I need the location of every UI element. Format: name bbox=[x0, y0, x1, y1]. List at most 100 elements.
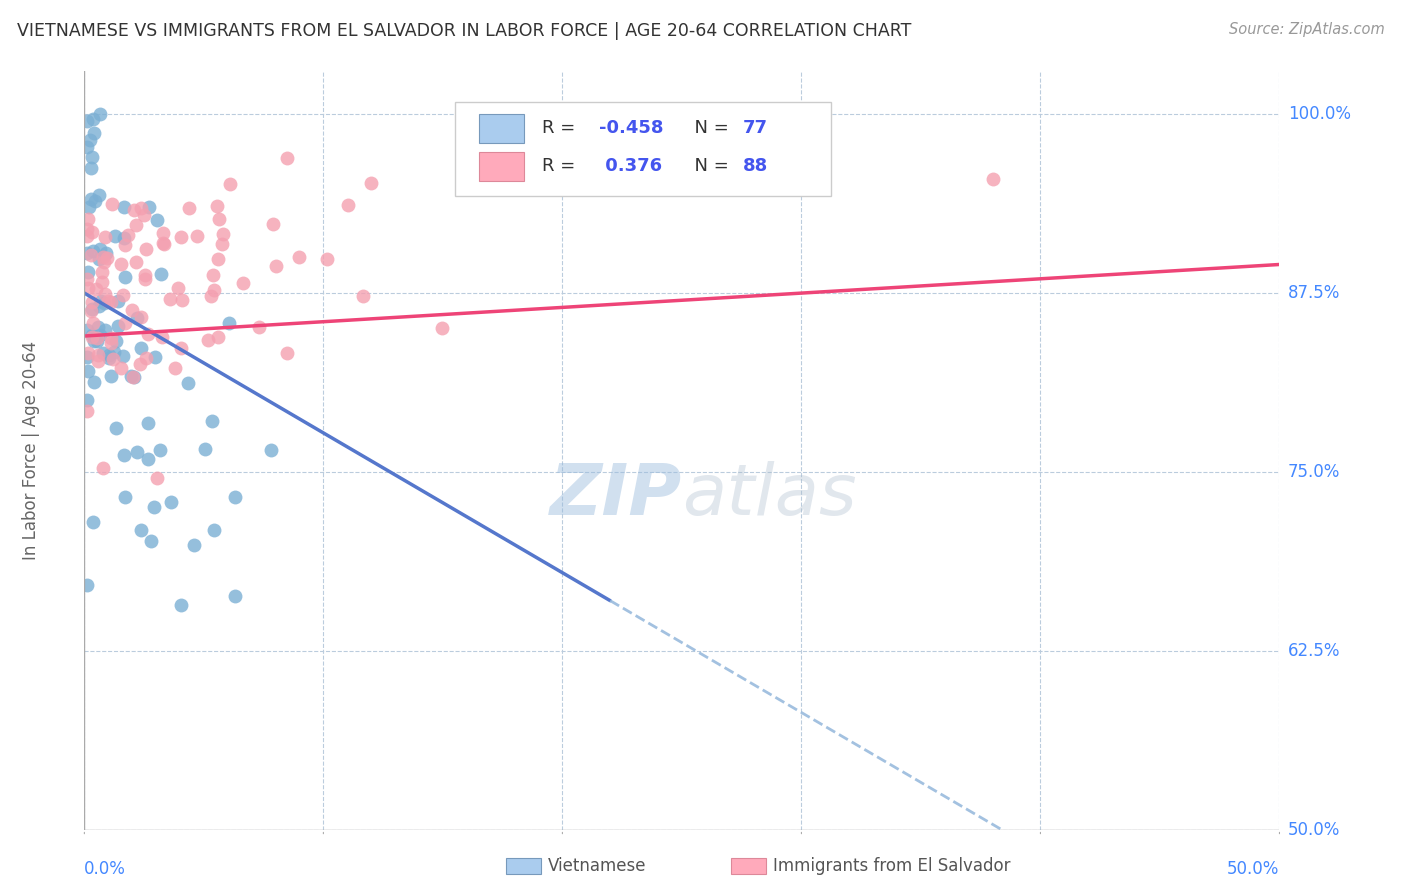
Point bbox=[76, 229, 98, 244]
Point bbox=[127, 445, 149, 459]
Point bbox=[179, 201, 201, 215]
Point bbox=[122, 369, 145, 384]
FancyBboxPatch shape bbox=[456, 102, 831, 196]
Point bbox=[93, 296, 115, 310]
Point bbox=[79, 133, 101, 147]
Point bbox=[152, 227, 174, 241]
Point bbox=[134, 272, 156, 286]
Point bbox=[114, 269, 136, 284]
Point bbox=[430, 321, 453, 335]
Point bbox=[170, 230, 193, 244]
Point bbox=[79, 303, 101, 318]
Point bbox=[91, 275, 114, 289]
Point bbox=[139, 534, 162, 549]
Point bbox=[337, 198, 360, 212]
Point bbox=[136, 327, 159, 342]
Point bbox=[112, 200, 135, 214]
Point bbox=[201, 413, 224, 427]
Point bbox=[112, 230, 135, 244]
Point bbox=[97, 294, 120, 309]
Point bbox=[287, 250, 309, 264]
Point bbox=[77, 281, 100, 295]
Point bbox=[224, 490, 246, 504]
Point bbox=[121, 302, 143, 317]
Point bbox=[122, 369, 145, 384]
Text: 100.0%: 100.0% bbox=[1288, 105, 1351, 123]
Point bbox=[149, 442, 172, 457]
Point bbox=[202, 283, 225, 297]
Text: 87.5%: 87.5% bbox=[1288, 284, 1340, 302]
Point bbox=[112, 449, 135, 463]
Point bbox=[86, 331, 108, 345]
Point bbox=[135, 243, 157, 257]
Point bbox=[200, 289, 222, 303]
Point bbox=[262, 218, 284, 232]
Point bbox=[170, 293, 193, 307]
Point bbox=[224, 589, 246, 603]
Text: -0.458: -0.458 bbox=[599, 120, 664, 137]
Point bbox=[129, 201, 152, 215]
Point bbox=[360, 177, 382, 191]
Point bbox=[129, 523, 152, 537]
Point bbox=[82, 515, 104, 529]
Point bbox=[201, 268, 224, 282]
Text: VIETNAMESE VS IMMIGRANTS FROM EL SALVADOR IN LABOR FORCE | AGE 20-64 CORRELATION: VIETNAMESE VS IMMIGRANTS FROM EL SALVADO… bbox=[17, 22, 911, 40]
Point bbox=[127, 310, 149, 325]
Point bbox=[152, 237, 174, 252]
Point bbox=[103, 345, 125, 359]
Point bbox=[89, 188, 111, 202]
Point bbox=[87, 353, 110, 368]
Point bbox=[132, 208, 155, 222]
Point bbox=[76, 364, 98, 378]
Point bbox=[100, 336, 122, 351]
Text: 0.376: 0.376 bbox=[599, 157, 662, 175]
Point bbox=[77, 265, 100, 279]
Point bbox=[82, 112, 104, 126]
Bar bbox=[479, 114, 524, 143]
Point bbox=[219, 177, 242, 191]
Point bbox=[150, 267, 173, 281]
Text: Source: ZipAtlas.com: Source: ZipAtlas.com bbox=[1229, 22, 1385, 37]
Point bbox=[166, 281, 188, 295]
Point bbox=[163, 360, 186, 375]
Point bbox=[87, 319, 110, 334]
Point bbox=[160, 494, 183, 508]
Point bbox=[76, 245, 98, 260]
Point bbox=[125, 255, 148, 269]
Point bbox=[76, 393, 98, 408]
Point bbox=[146, 471, 169, 485]
Point bbox=[83, 375, 105, 389]
Text: atlas: atlas bbox=[682, 461, 856, 531]
Point bbox=[170, 598, 193, 612]
Point bbox=[89, 299, 111, 313]
Point bbox=[76, 578, 98, 592]
Point bbox=[207, 252, 229, 267]
Point bbox=[134, 268, 156, 283]
Point bbox=[80, 328, 103, 343]
Point bbox=[150, 330, 173, 344]
Point bbox=[107, 293, 129, 308]
Point bbox=[101, 351, 124, 366]
Point bbox=[90, 294, 112, 309]
Point bbox=[94, 230, 117, 244]
Point bbox=[104, 229, 127, 244]
Text: In Labor Force | Age 20-64: In Labor Force | Age 20-64 bbox=[21, 341, 39, 560]
Point bbox=[86, 334, 108, 349]
Point bbox=[101, 197, 124, 211]
Text: R =: R = bbox=[543, 120, 581, 137]
Point bbox=[104, 334, 127, 348]
Point bbox=[77, 200, 100, 214]
Point bbox=[90, 265, 112, 279]
Point bbox=[83, 334, 105, 348]
Bar bbox=[479, 152, 524, 180]
Point bbox=[82, 244, 104, 259]
Point bbox=[94, 245, 117, 260]
Text: 0.0%: 0.0% bbox=[84, 860, 127, 878]
Point bbox=[124, 218, 146, 232]
Point bbox=[84, 281, 107, 295]
Point bbox=[211, 237, 233, 252]
Point bbox=[91, 250, 114, 264]
Point bbox=[202, 523, 225, 537]
Point bbox=[260, 442, 283, 457]
Point bbox=[96, 251, 118, 265]
